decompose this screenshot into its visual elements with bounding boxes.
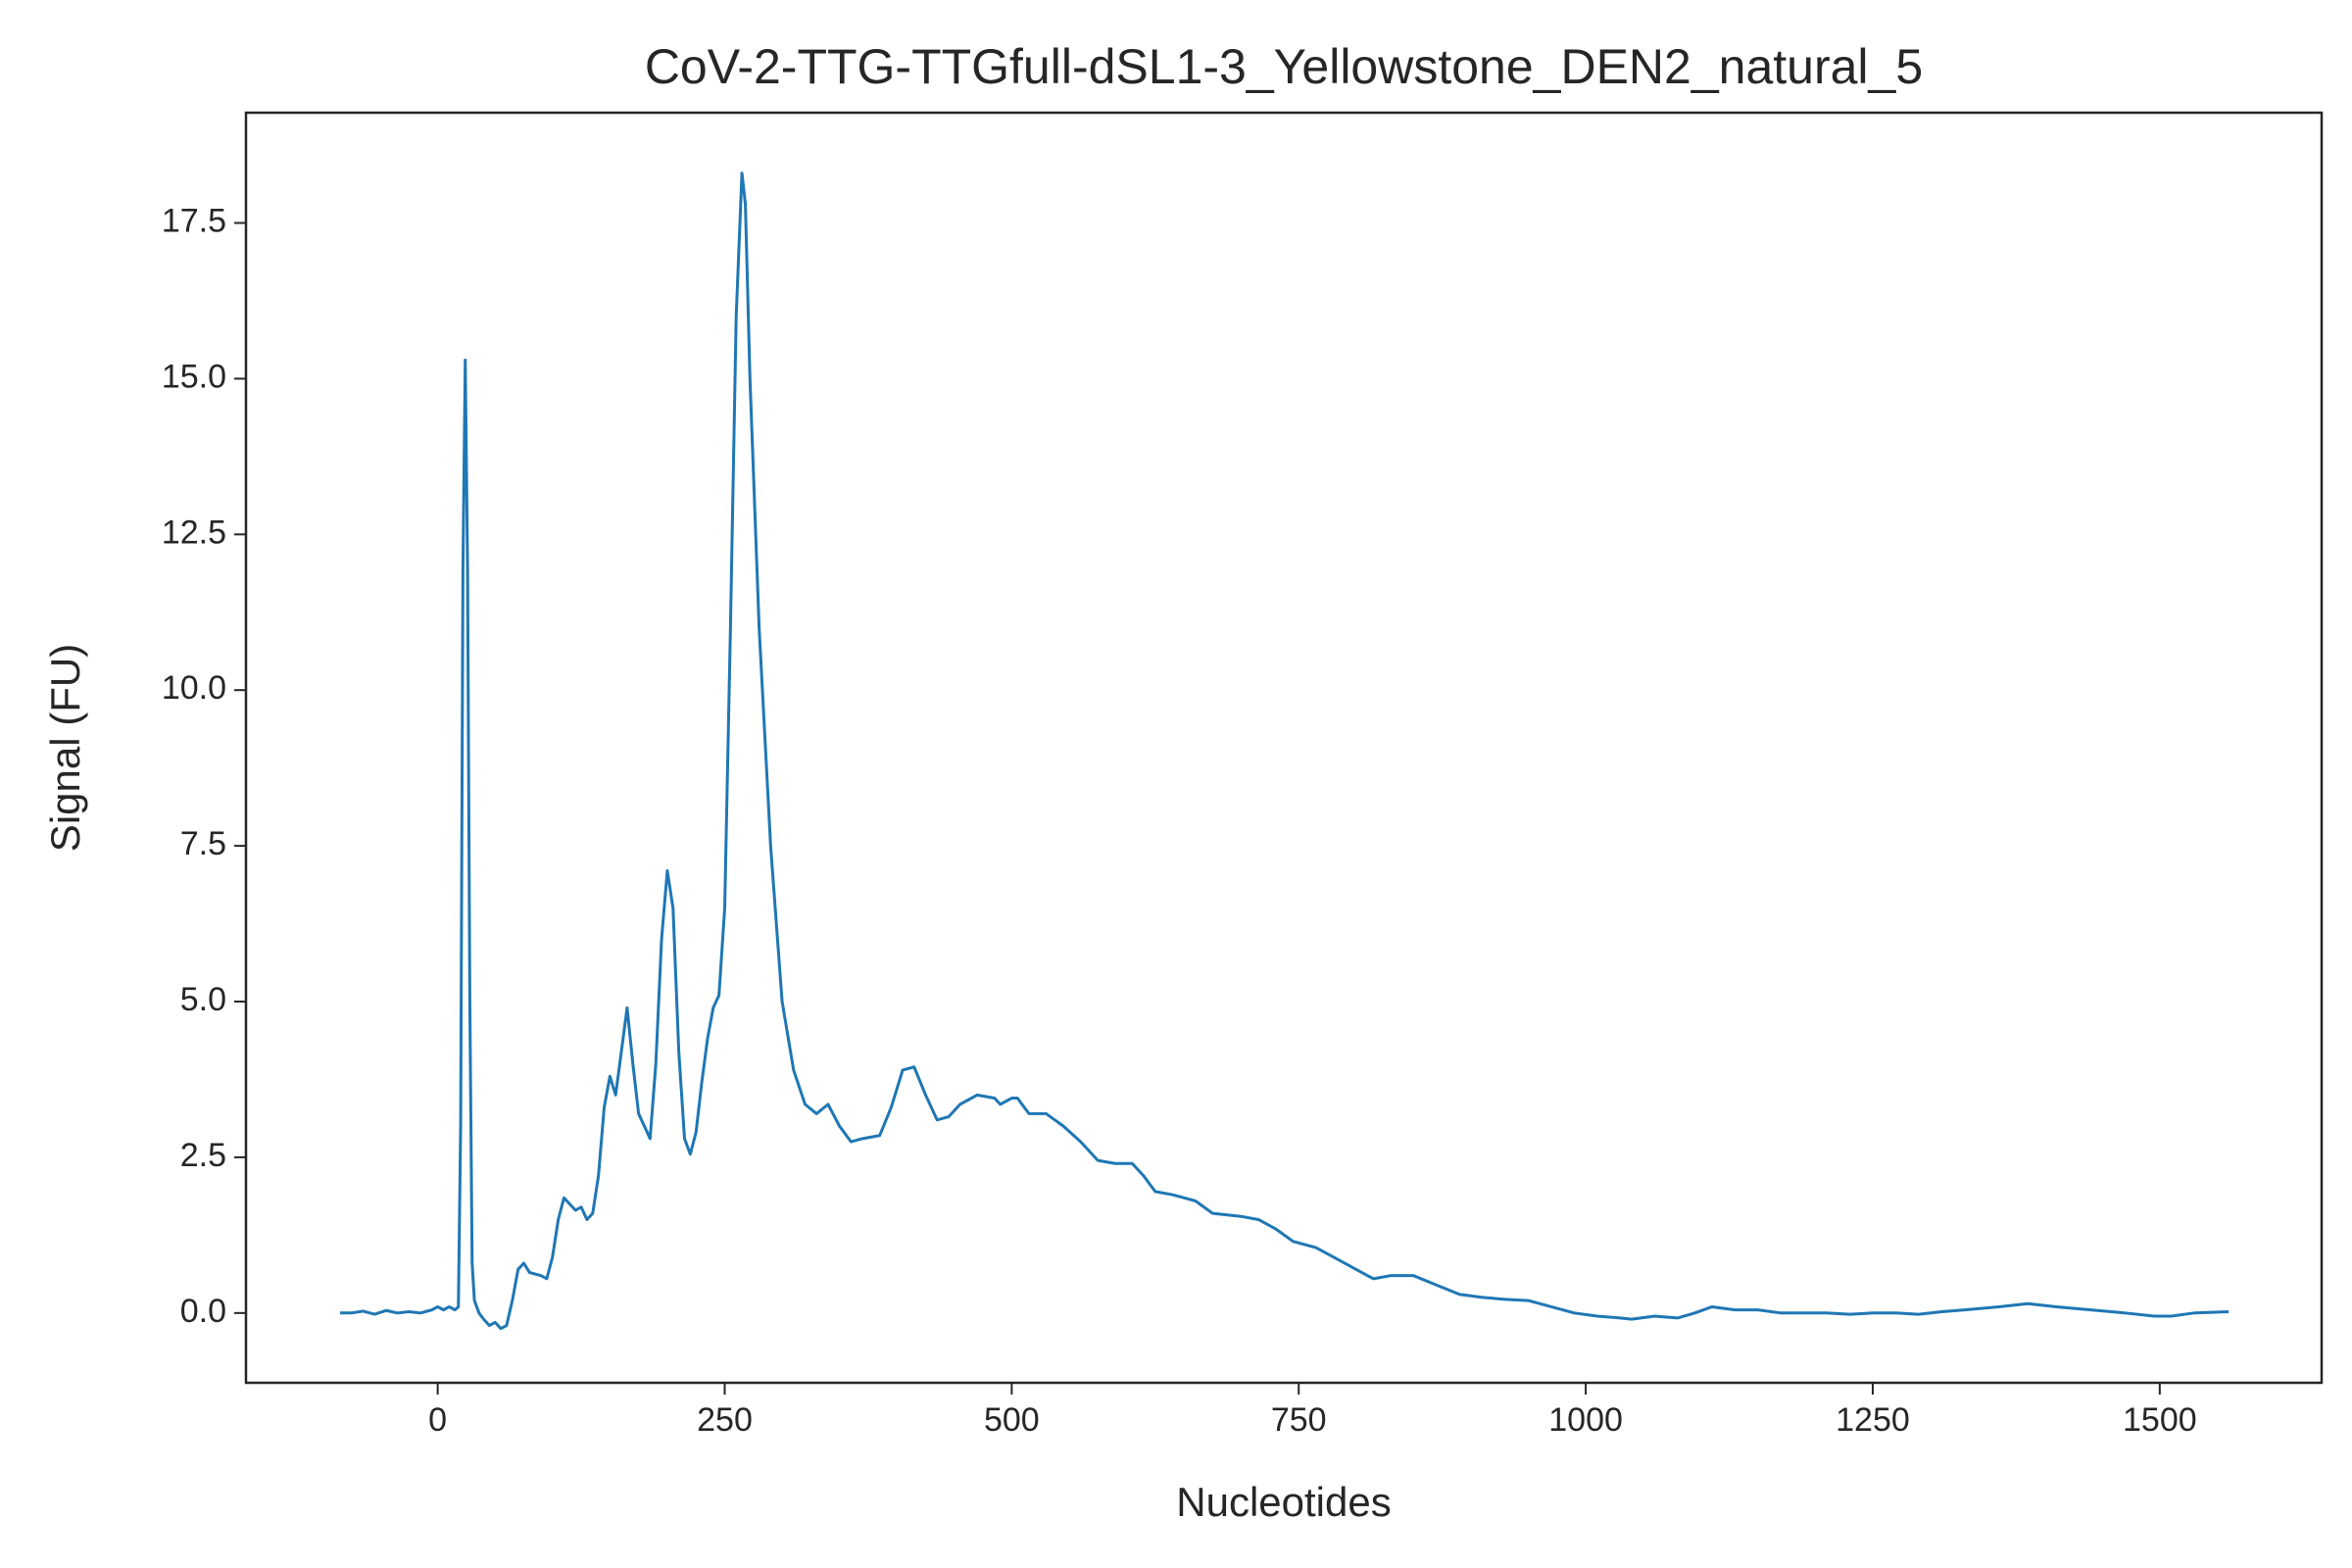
- y-tick-label: 5.0: [180, 981, 226, 1018]
- y-tick-label: 0.0: [180, 1293, 226, 1330]
- chart-title: CoV-2-TTG-TTGfull-dSL1-3_Yellowstone_DEN…: [645, 39, 1923, 94]
- x-tick-label: 1000: [1548, 1401, 1623, 1439]
- x-tick-label: 750: [1271, 1401, 1327, 1439]
- plot-frame: [244, 111, 2324, 1385]
- x-tick-label: 0: [428, 1401, 447, 1439]
- y-axis-label: Signal (FU): [42, 644, 88, 852]
- x-tick-label: 1250: [1836, 1401, 1910, 1439]
- y-tick-label: 15.0: [162, 358, 226, 395]
- y-tick-label: 12.5: [162, 514, 226, 551]
- y-tick-label: 10.0: [162, 669, 226, 707]
- x-tick-label: 500: [984, 1401, 1040, 1439]
- x-axis-label: Nucleotides: [1176, 1479, 1391, 1525]
- y-tick-label: 17.5: [162, 202, 226, 239]
- x-tick-label: 1500: [2123, 1401, 2197, 1439]
- y-tick-label: 7.5: [180, 825, 226, 862]
- x-tick-label: 250: [697, 1401, 753, 1439]
- y-tick-label: 2.5: [180, 1137, 226, 1174]
- signal-line: [340, 172, 2230, 1331]
